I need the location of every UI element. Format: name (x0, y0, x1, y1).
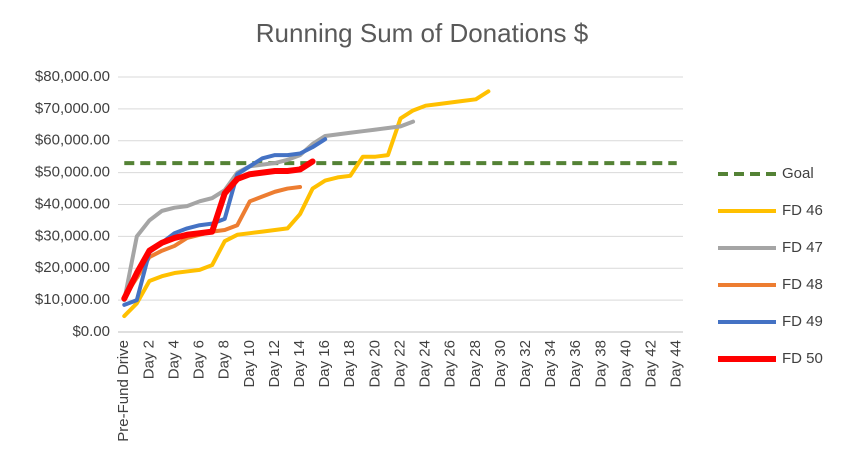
x-tick-label: Day 40 (617, 340, 634, 388)
x-tick-label: Day 14 (291, 340, 308, 388)
legend-label: FD 50 (782, 350, 823, 367)
legend-label: FD 48 (782, 276, 823, 293)
y-tick-label: $50,000.00 (35, 164, 110, 181)
x-tick-label: Day 20 (366, 340, 383, 388)
x-tick-label: Day 10 (241, 340, 258, 388)
x-tick-label: Day 6 (191, 340, 208, 379)
series-line (122, 89, 491, 319)
x-tick-label: Day 22 (391, 340, 408, 388)
x-tick-label: Day 38 (592, 340, 609, 388)
x-tick-label: Day 18 (341, 340, 358, 388)
legend-label: Goal (782, 165, 814, 182)
y-tick-label: $20,000.00 (35, 259, 110, 276)
chart-title: Running Sum of Donations $ (256, 18, 589, 48)
legend-label: FD 46 (782, 202, 823, 219)
x-tick-label: Day 28 (467, 340, 484, 388)
x-tick-label: Day 16 (316, 340, 333, 388)
legend-label: FD 47 (782, 239, 823, 256)
x-tick-label: Day 8 (216, 340, 233, 379)
series-line (121, 158, 316, 302)
x-tick-label: Day 32 (517, 340, 534, 388)
series-line (122, 119, 416, 303)
x-tick-label: Day 26 (442, 340, 459, 388)
y-tick-label: $80,000.00 (35, 68, 110, 85)
x-tick-label: Day 34 (542, 340, 559, 388)
x-tick-label: Day 36 (567, 340, 584, 388)
x-tick-label: Day 12 (266, 340, 283, 388)
legend-label: FD 49 (782, 313, 823, 330)
x-tick-label: Day 24 (417, 340, 434, 388)
x-tick-label: Day 2 (140, 340, 157, 379)
y-tick-label: $10,000.00 (35, 291, 110, 308)
x-tick-label: Day 4 (165, 340, 182, 379)
y-tick-label: $40,000.00 (35, 195, 110, 212)
y-tick-label: $30,000.00 (35, 227, 110, 244)
x-tick-label: Day 44 (668, 340, 685, 388)
y-tick-label: $60,000.00 (35, 132, 110, 149)
x-tick-label: Pre-Fund Drive (115, 340, 132, 442)
y-tick-label: $70,000.00 (35, 100, 110, 117)
y-tick-label: $0.00 (72, 323, 110, 340)
x-tick-label: Day 30 (492, 340, 509, 388)
x-tick-label: Day 42 (643, 340, 660, 388)
